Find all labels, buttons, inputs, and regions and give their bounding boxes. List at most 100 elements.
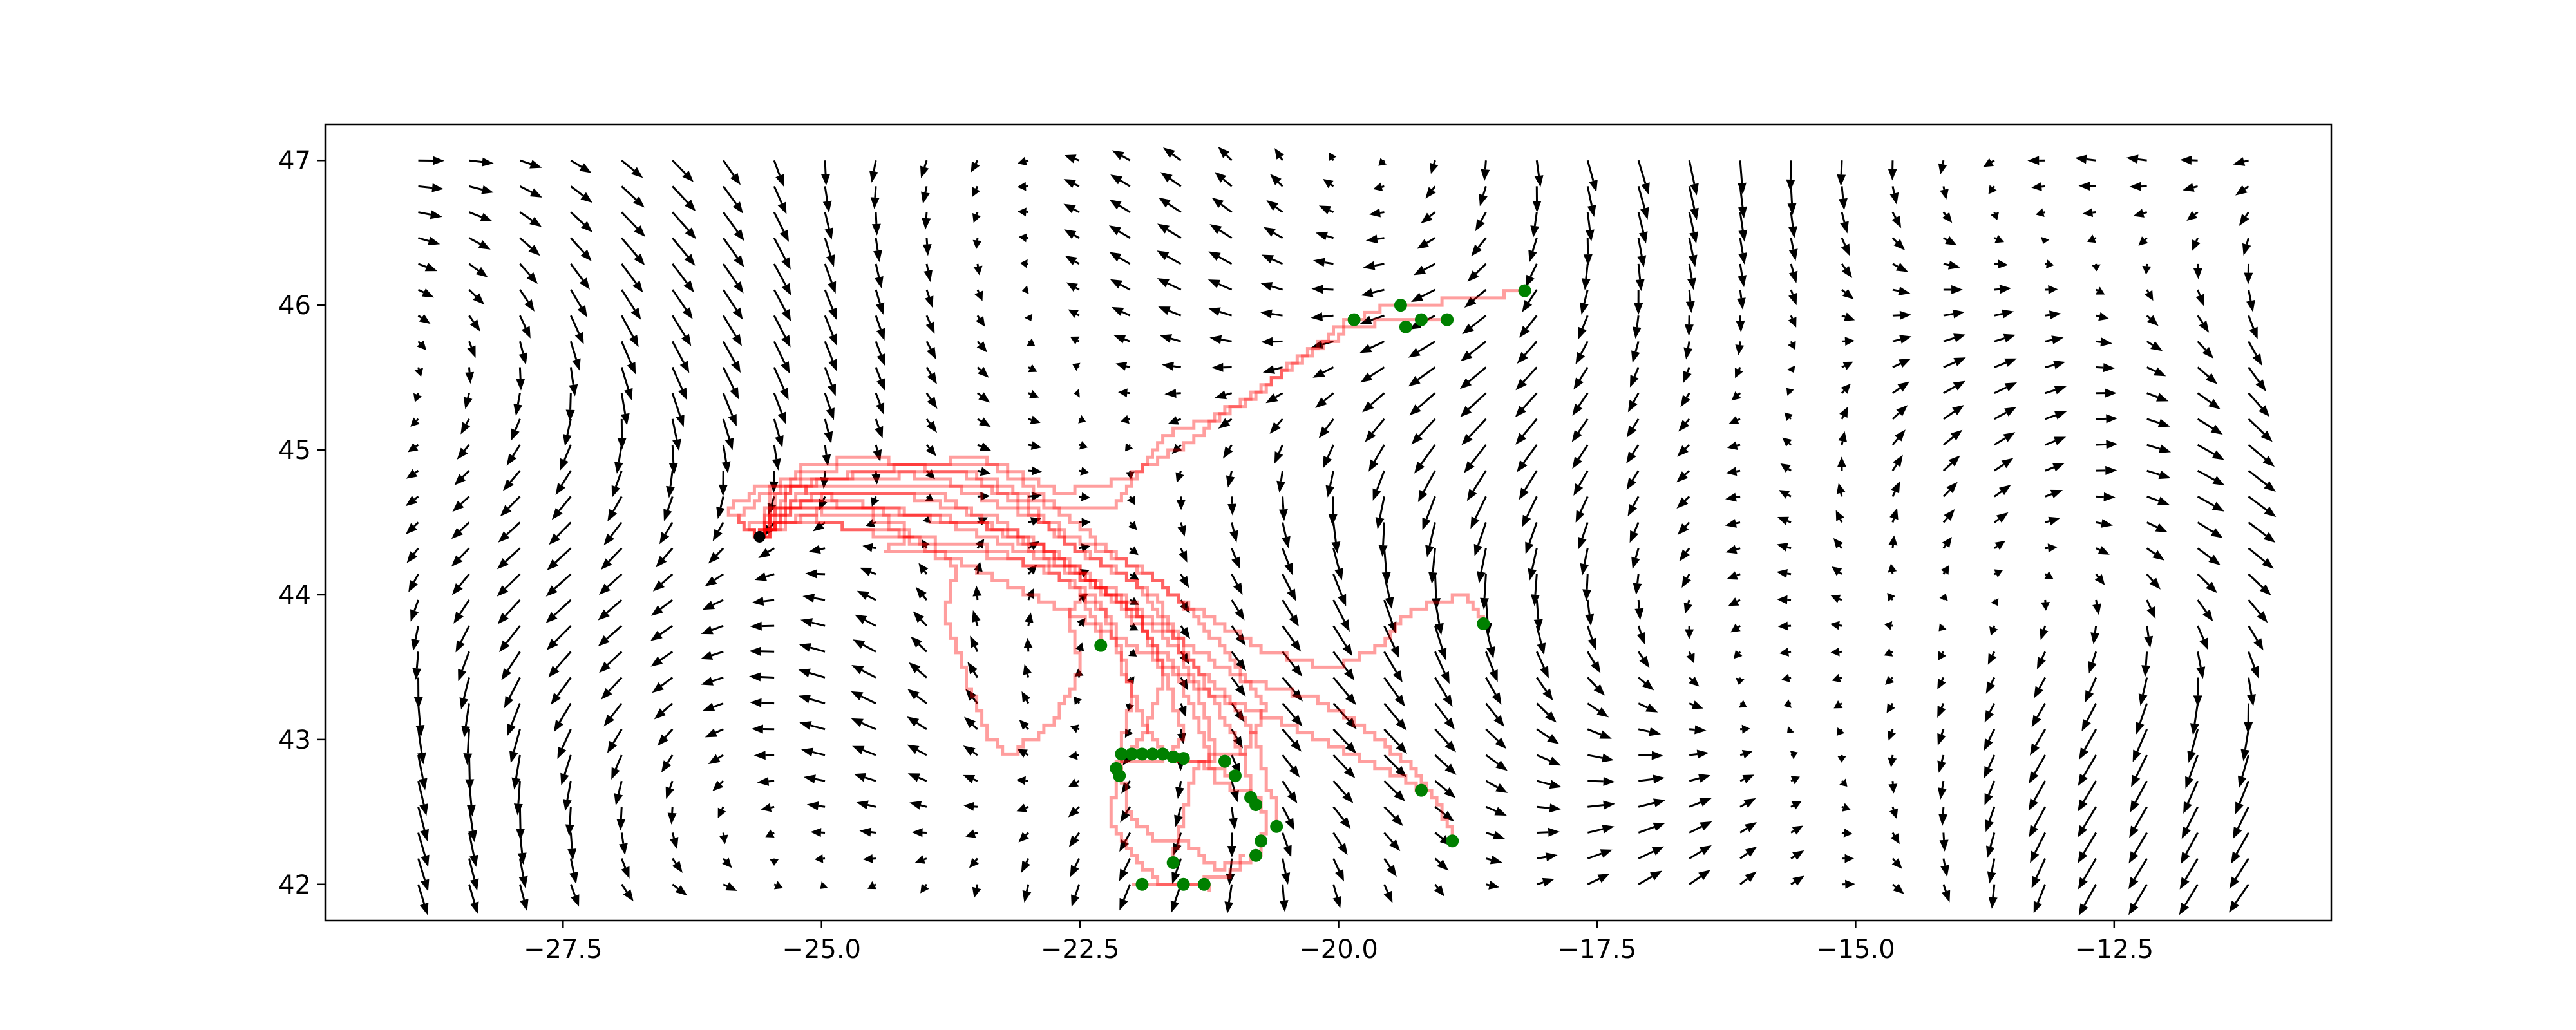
current-vector-head bbox=[2259, 584, 2271, 596]
current-vector-shaft bbox=[1992, 884, 1996, 897]
current-vector-shaft bbox=[1891, 832, 1895, 836]
current-vector-shaft bbox=[1994, 411, 2007, 420]
current-vector-shaft bbox=[1587, 804, 1604, 808]
current-vector-head bbox=[1841, 383, 1851, 394]
current-vector-head bbox=[1342, 791, 1354, 803]
quiver-field bbox=[405, 146, 2277, 916]
current-vector-shaft bbox=[1534, 574, 1538, 595]
current-vector-head bbox=[1335, 869, 1345, 882]
current-vector-shaft bbox=[1736, 495, 1741, 498]
current-vector-shaft bbox=[1840, 492, 1843, 497]
current-vector-shaft bbox=[515, 754, 521, 779]
current-vector-shaft bbox=[916, 722, 927, 731]
current-vector-head bbox=[2106, 414, 2118, 424]
current-vector-head bbox=[417, 752, 426, 765]
current-vector-head bbox=[1725, 545, 1738, 554]
current-vector-head bbox=[1842, 361, 1853, 370]
current-vector-shaft bbox=[1892, 387, 1901, 394]
current-vector-head bbox=[1788, 270, 1798, 283]
current-vector-head bbox=[1651, 846, 1665, 856]
current-vector-head bbox=[974, 561, 983, 572]
current-vector-shaft bbox=[1638, 850, 1654, 859]
current-vector-head bbox=[1345, 742, 1357, 754]
current-vector-shaft bbox=[1280, 470, 1284, 482]
current-vector-shaft bbox=[773, 263, 787, 286]
current-vector-head bbox=[1017, 156, 1027, 166]
current-vector-head bbox=[424, 263, 438, 272]
current-vector-head bbox=[927, 372, 937, 385]
current-vector-shaft bbox=[1578, 470, 1589, 487]
current-vector-head bbox=[1517, 351, 1528, 364]
current-vector-shaft bbox=[672, 883, 679, 890]
current-vector-shaft bbox=[1179, 780, 1182, 788]
current-vector-shaft bbox=[1231, 625, 1240, 637]
current-vector-shaft bbox=[1321, 340, 1334, 346]
current-vector-head bbox=[1890, 833, 1900, 845]
endpoint-marker bbox=[1218, 754, 1231, 768]
current-vector-head bbox=[1028, 389, 1039, 398]
current-vector-head bbox=[1787, 365, 1795, 373]
current-vector-shaft bbox=[925, 341, 932, 350]
current-vector-shaft bbox=[1685, 418, 1690, 424]
current-vector-head bbox=[520, 899, 529, 912]
current-vector-head bbox=[406, 551, 418, 563]
current-vector-head bbox=[1582, 589, 1592, 601]
current-vector-shaft bbox=[1078, 650, 1081, 652]
current-vector-head bbox=[632, 280, 643, 293]
current-vector-head bbox=[1585, 613, 1595, 626]
current-vector-shaft bbox=[1332, 806, 1345, 821]
current-vector-shaft bbox=[1332, 496, 1335, 514]
current-vector-head bbox=[876, 328, 886, 341]
current-vector-shaft bbox=[824, 186, 829, 201]
current-vector-head bbox=[1791, 801, 1802, 810]
current-vector-shaft bbox=[2197, 444, 2215, 455]
current-vector-shaft bbox=[566, 780, 572, 800]
current-vector-head bbox=[2004, 382, 2018, 392]
current-vector-shaft bbox=[2241, 754, 2249, 778]
current-vector-head bbox=[2185, 776, 2194, 789]
current-vector-head bbox=[805, 569, 817, 579]
current-vector-shaft bbox=[824, 238, 832, 256]
current-vector-shaft bbox=[1586, 625, 1593, 640]
current-vector-head bbox=[1994, 234, 2005, 243]
current-vector-shaft bbox=[1790, 830, 1795, 834]
trajectory-line bbox=[759, 499, 1278, 827]
current-vector-head bbox=[1121, 782, 1132, 794]
current-vector-head bbox=[611, 485, 620, 498]
current-vector-shaft bbox=[2094, 237, 2097, 240]
current-vector-head bbox=[1596, 707, 1609, 718]
current-vector-shaft bbox=[1324, 261, 1334, 265]
current-vector-shaft bbox=[1468, 418, 1487, 438]
current-vector-shaft bbox=[722, 160, 735, 176]
current-vector-head bbox=[408, 579, 418, 593]
current-vector-shaft bbox=[922, 595, 928, 601]
current-vector-head bbox=[1365, 234, 1378, 244]
current-vector-shaft bbox=[1688, 186, 1696, 209]
current-vector-shaft bbox=[1788, 650, 1792, 653]
current-vector-shaft bbox=[765, 573, 775, 578]
current-vector-shaft bbox=[1841, 314, 1846, 318]
current-vector-head bbox=[665, 786, 674, 800]
current-vector-shaft bbox=[1941, 677, 1945, 681]
current-vector-shaft bbox=[1323, 288, 1334, 291]
current-vector-head bbox=[2105, 388, 2117, 398]
current-vector-shaft bbox=[2244, 185, 2249, 190]
current-vector-head bbox=[871, 497, 880, 507]
current-vector-head bbox=[716, 506, 725, 520]
current-vector-head bbox=[1027, 338, 1036, 346]
current-vector-shaft bbox=[809, 671, 826, 679]
current-vector-head bbox=[470, 901, 479, 914]
current-vector-head bbox=[1573, 377, 1584, 390]
current-vector-shaft bbox=[1790, 315, 1794, 319]
current-vector-head bbox=[1425, 545, 1434, 557]
current-vector-shaft bbox=[1841, 415, 1844, 420]
current-vector-head bbox=[1545, 852, 1558, 862]
current-vector-head bbox=[1602, 825, 1615, 834]
current-vector-shaft bbox=[1993, 212, 1996, 214]
current-vector-head bbox=[781, 361, 790, 374]
current-vector-head bbox=[1475, 219, 1485, 232]
current-vector-shaft bbox=[1229, 470, 1233, 477]
current-vector-shaft bbox=[1942, 211, 1947, 216]
current-vector-head bbox=[1031, 491, 1042, 501]
current-vector-head bbox=[2078, 877, 2088, 890]
